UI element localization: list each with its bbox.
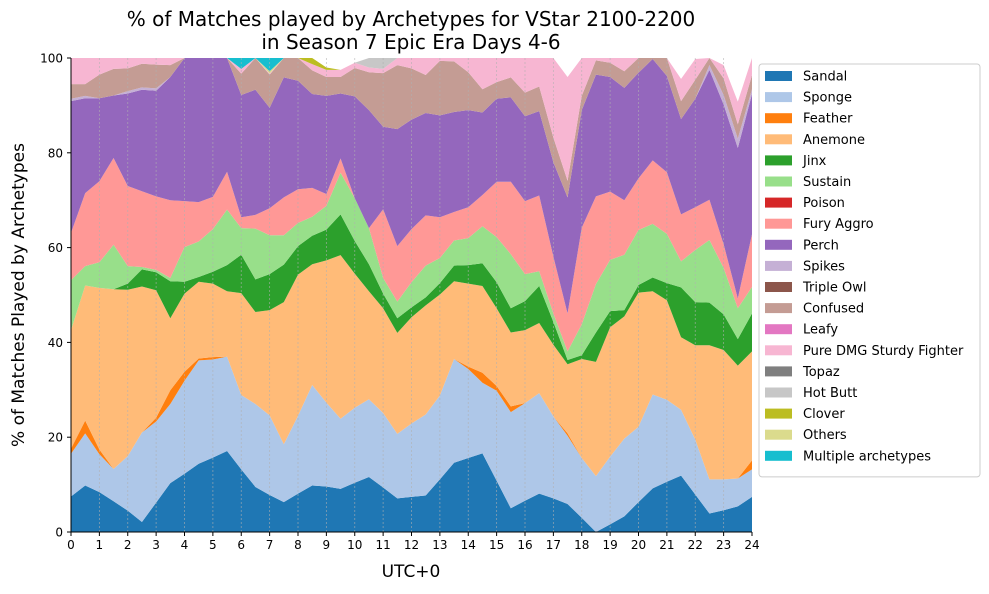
area-pure-dmg-sturdy-fighter <box>71 58 752 181</box>
legend-label: Confused <box>803 302 864 317</box>
x-tick-label: 0 <box>67 538 75 552</box>
legend-swatch <box>765 366 792 377</box>
axes: 0 1 2 3 4 5 6 7 8 9 10 11 12 13 14 15 16 17 18 19 20 21 22 23 24… <box>40 52 760 553</box>
legend-label: Feather <box>803 112 853 127</box>
legend-label: Sustain <box>803 175 851 190</box>
y-tick-label: 20 <box>48 431 63 445</box>
gridlines <box>98 58 725 532</box>
legend-swatch <box>765 71 792 81</box>
legend-swatch <box>765 387 792 398</box>
legend-swatch <box>765 239 792 250</box>
x-tick-label: 6 <box>237 538 245 552</box>
x-tick-label: 19 <box>602 538 617 552</box>
chart-title-line1: % of Matches played by Archetypes for VS… <box>127 7 696 31</box>
legend-swatch <box>765 218 792 229</box>
x-tick-label: 16 <box>517 538 532 552</box>
legend-label: Spikes <box>803 259 845 274</box>
legend-label: Hot Butt <box>803 386 857 401</box>
x-tick-label: 3 <box>152 538 160 552</box>
y-tick-label: 40 <box>48 336 63 350</box>
x-tick-label: 4 <box>181 538 189 552</box>
legend-swatch <box>765 324 792 335</box>
x-tick-label: 7 <box>266 538 274 552</box>
legend: Sandal Sponge Feather Anemone Jinx Sustain Poi… <box>758 63 981 478</box>
legend-swatch <box>765 260 792 271</box>
legend-label: Perch <box>803 238 839 253</box>
y-tick-label: 80 <box>48 146 63 160</box>
legend-label: Others <box>803 428 847 443</box>
legend-swatch <box>765 282 792 292</box>
x-tick-label: 8 <box>294 538 302 552</box>
x-tick-label: 24 <box>744 538 759 552</box>
area-confused <box>71 58 752 198</box>
x-tick-label: 13 <box>432 538 447 552</box>
legend-label: Pure DMG Sturdy Fighter <box>803 344 964 359</box>
x-tick-label: 1 <box>96 538 104 552</box>
y-tick-label: 100 <box>40 52 63 66</box>
x-axis-label: UTC+0 <box>382 562 441 582</box>
legend-label: Jinx <box>802 154 827 169</box>
x-tick-label: 15 <box>489 538 504 552</box>
legend-label: Leafy <box>803 323 838 338</box>
y-tick-label: 60 <box>48 241 63 255</box>
legend-swatch <box>765 134 792 145</box>
legend-swatch <box>765 92 792 103</box>
x-tick-label: 14 <box>461 538 476 552</box>
legend-label: Topaz <box>802 365 840 380</box>
legend-label: Sponge <box>803 91 852 106</box>
x-tick-label: 12 <box>404 538 419 552</box>
legend-swatch <box>765 429 792 440</box>
legend-label: Triple Owl <box>802 281 866 296</box>
legend-swatch <box>765 113 792 124</box>
y-tick-label: 0 <box>55 526 63 540</box>
legend-frame <box>758 63 981 478</box>
x-tick-label: 21 <box>659 538 674 552</box>
x-tick-label: 9 <box>323 538 331 552</box>
legend-swatch <box>765 176 792 187</box>
legend-label: Sandal <box>803 70 847 85</box>
x-tick-label: 11 <box>375 538 390 552</box>
x-tick-label: 23 <box>716 538 731 552</box>
x-tick-label: 2 <box>124 538 132 552</box>
legend-swatch <box>765 450 792 461</box>
legend-label: Poison <box>803 196 845 211</box>
chart-title-line2: in Season 7 Epic Era Days 4-6 <box>261 30 560 54</box>
x-tick-label: 5 <box>209 538 217 552</box>
legend-swatch <box>765 303 792 314</box>
legend-swatch <box>765 197 792 208</box>
legend-swatch <box>765 345 792 356</box>
legend-swatch <box>765 408 792 419</box>
x-tick-label: 10 <box>347 538 362 552</box>
area-perch <box>71 58 752 314</box>
x-tick-label: 18 <box>574 538 589 552</box>
legend-label: Fury Aggro <box>803 217 874 232</box>
legend-label: Clover <box>803 407 845 422</box>
legend-label: Anemone <box>803 133 865 148</box>
y-axis-label: % of Matches Played by Archetypes <box>9 143 29 447</box>
legend-swatch <box>765 155 792 166</box>
legend-label: Multiple archetypes <box>803 449 931 464</box>
x-tick-label: 20 <box>631 538 646 552</box>
x-tick-label: 17 <box>546 538 561 552</box>
area-sponge <box>71 356 752 532</box>
area-sustain <box>71 172 752 360</box>
x-tick-label: 22 <box>688 538 703 552</box>
